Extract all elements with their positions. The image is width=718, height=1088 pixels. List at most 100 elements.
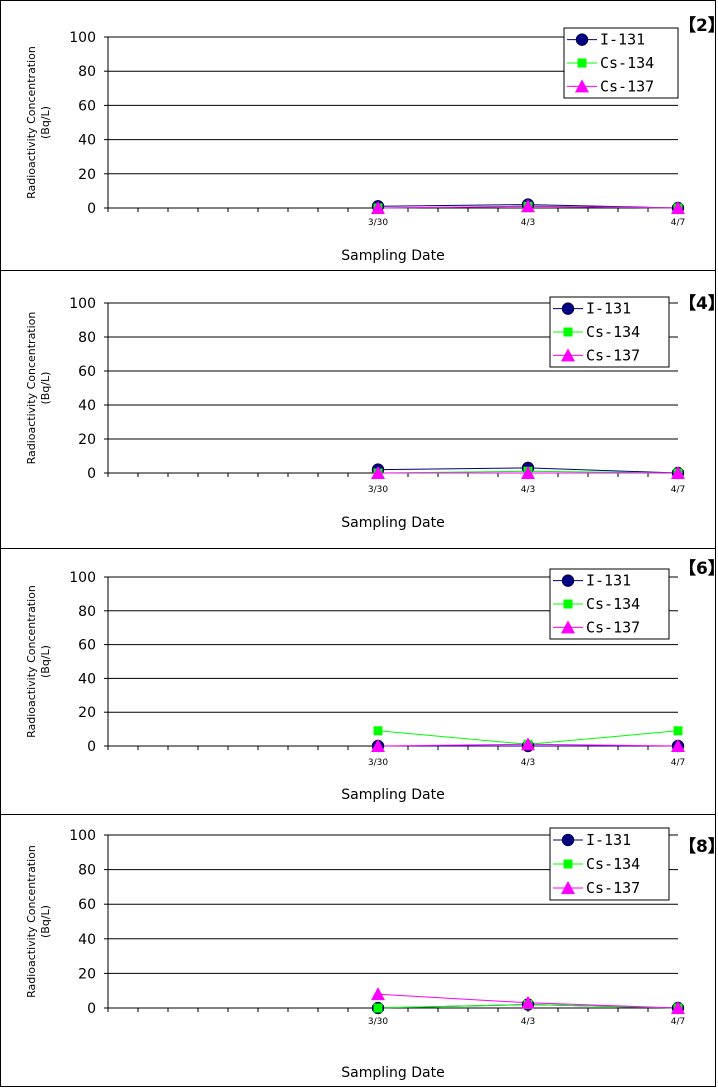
chart-panel-6: 0 20 40 60 80 100 3/30 4/3 4/7 Sampling Date Radio… — [0, 548, 717, 815]
x-tick-label: 4/7 — [671, 218, 685, 228]
data-point-cs-137 — [521, 737, 535, 751]
chart-svg: 0 20 40 60 80 100 3/30 4/3 4/7 Sampling Date Radio… — [25, 15, 717, 264]
y-axis-label: Radioactivity Concentration — [25, 585, 38, 738]
y-tick-label: 20 — [78, 432, 96, 448]
panel-tag: 【4】 — [679, 293, 717, 314]
data-point-cs-134 — [673, 726, 683, 736]
data-point-cs-137 — [371, 466, 385, 479]
y-tick-label: 80 — [78, 863, 96, 879]
y-tick-label: 40 — [78, 932, 96, 948]
data-point-cs-137 — [371, 987, 385, 1001]
legend-label: I-131 — [586, 300, 631, 318]
chart-panel-8: 0 20 40 60 80 100 3/30 4/3 4/7 Sampling Date Radio… — [0, 814, 717, 1087]
x-tick-label: 3/30 — [368, 758, 388, 768]
legend-label: Cs-134 — [600, 54, 654, 72]
data-point-cs-137 — [521, 995, 535, 1009]
y-tick-label: 40 — [78, 133, 96, 149]
legend-marker-i-131 — [561, 833, 575, 847]
y-tick-label: 0 — [87, 466, 96, 482]
y-axis-label: Radioactivity Concentration — [25, 46, 38, 199]
y-tick-label: 60 — [78, 98, 96, 114]
legend: I-131 Cs-134 Cs-137 — [563, 27, 679, 99]
legend-label: Cs-137 — [586, 879, 640, 897]
x-tick-label: 4/7 — [671, 1017, 685, 1027]
legend-label: I-131 — [586, 831, 631, 849]
legend-marker-i-131 — [561, 574, 575, 587]
x-axis-label: Sampling Date — [341, 1065, 444, 1081]
y-tick-label: 100 — [69, 570, 96, 586]
legend-marker-cs-134 — [563, 859, 573, 869]
legend-label: Cs-134 — [586, 855, 640, 873]
legend-label: I-131 — [600, 31, 645, 49]
panel-tag: 【6】 — [679, 558, 717, 579]
y-tick-label: 80 — [78, 64, 96, 80]
legend-marker-cs-137 — [575, 79, 589, 93]
data-point-cs-137 — [671, 466, 685, 479]
y-tick-label: 60 — [78, 638, 96, 654]
legend-marker-cs-134 — [577, 58, 587, 68]
chart-panel-2: 0 20 40 60 80 100 3/30 4/3 4/7 Sampling Date Radio… — [0, 0, 717, 271]
y-tick-label: 100 — [69, 828, 96, 844]
legend-label: Cs-137 — [600, 77, 654, 95]
legend-label: Cs-137 — [586, 346, 640, 364]
data-point-cs-137 — [671, 739, 685, 752]
legend-label: Cs-134 — [586, 323, 640, 341]
y-tick-label: 100 — [69, 296, 96, 312]
legend-marker-cs-137 — [561, 620, 575, 634]
data-point-cs-137 — [371, 201, 385, 214]
y-axis-label-unit: (Bq/L) — [39, 905, 52, 938]
data-point-cs-137 — [671, 1001, 685, 1014]
y-tick-label: 20 — [78, 167, 96, 183]
legend: I-131 Cs-134 Cs-137 — [549, 296, 670, 368]
legend-marker-i-131 — [575, 33, 589, 46]
y-tick-label: 40 — [78, 398, 96, 414]
data-point-cs-134 — [373, 1003, 383, 1013]
y-tick-label: 60 — [78, 897, 96, 913]
legend: I-131 Cs-134 Cs-137 — [549, 827, 670, 901]
chart-svg: 0 20 40 60 80 100 3/30 4/3 4/7 Sampling Date Radio… — [25, 293, 717, 531]
y-tick-label: 20 — [78, 705, 96, 721]
y-tick-label: 100 — [69, 30, 96, 46]
y-axis-label-unit: (Bq/L) — [39, 372, 52, 405]
legend-label: Cs-137 — [586, 618, 640, 636]
y-axis-label: Radioactivity Concentration — [25, 845, 38, 998]
x-tick-label: 4/7 — [671, 485, 685, 495]
y-tick-label: 60 — [78, 364, 96, 380]
y-tick-label: 20 — [78, 966, 96, 982]
y-axis-label-unit: (Bq/L) — [39, 645, 52, 678]
x-axis-label: Sampling Date — [341, 515, 444, 531]
y-tick-label: 0 — [87, 1001, 96, 1017]
data-point-cs-137 — [671, 201, 685, 214]
x-tick-label: 3/30 — [368, 1017, 388, 1027]
x-tick-label: 4/3 — [521, 758, 535, 768]
legend-marker-cs-137 — [561, 881, 575, 894]
x-tick-label: 3/30 — [368, 485, 388, 495]
data-point-cs-137 — [371, 739, 385, 752]
legend-marker-cs-134 — [563, 327, 573, 337]
x-tick-label: 3/30 — [368, 218, 388, 228]
x-axis-label: Sampling Date — [341, 787, 444, 803]
data-point-cs-137 — [521, 466, 535, 479]
y-axis-label: Radioactivity Concentration — [25, 312, 38, 465]
y-tick-label: 0 — [87, 739, 96, 755]
panel-tag: 【2】 — [679, 15, 717, 36]
x-tick-label: 4/7 — [671, 758, 685, 768]
legend-marker-cs-137 — [561, 348, 575, 362]
data-point-cs-137 — [521, 199, 535, 213]
y-tick-label: 40 — [78, 671, 96, 687]
legend-label: I-131 — [586, 572, 631, 590]
y-tick-label: 80 — [78, 604, 96, 620]
y-axis-label-unit: (Bq/L) — [39, 106, 52, 139]
data-point-cs-134 — [373, 726, 383, 736]
y-tick-label: 80 — [78, 330, 96, 346]
chart-svg: 0 20 40 60 80 100 3/30 4/3 4/7 Sampling Date Radio… — [25, 558, 717, 803]
y-tick-label: 0 — [87, 201, 96, 217]
legend-label: Cs-134 — [586, 595, 640, 613]
x-tick-label: 4/3 — [521, 485, 535, 495]
legend: I-131 Cs-134 Cs-137 — [549, 568, 670, 640]
chart-panel-4: 0 20 40 60 80 100 3/30 4/3 4/7 Sampling Date Radio… — [0, 270, 717, 549]
legend-marker-i-131 — [561, 302, 575, 315]
panel-tag: 【8】 — [679, 836, 717, 857]
chart-svg: 0 20 40 60 80 100 3/30 4/3 4/7 Sampling Date Radio… — [25, 827, 717, 1081]
x-tick-label: 4/3 — [521, 1017, 535, 1027]
